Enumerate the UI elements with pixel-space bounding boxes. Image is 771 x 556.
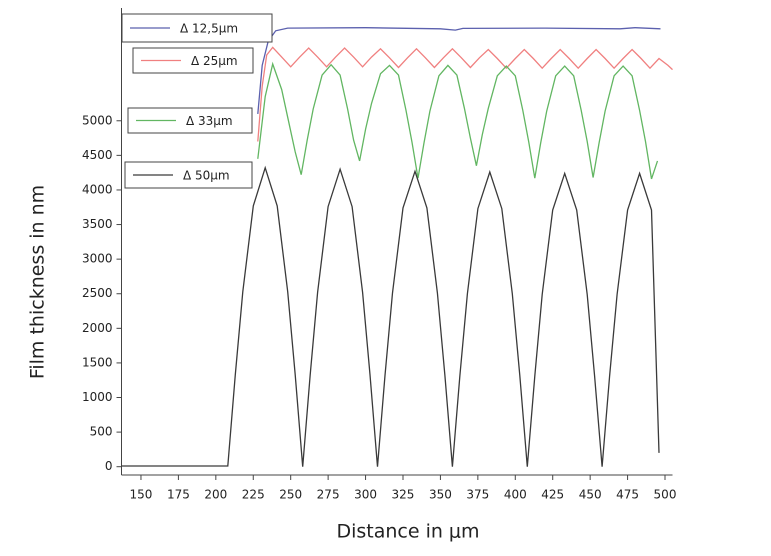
legend-label: Δ 50μm <box>183 169 230 183</box>
series-line <box>121 165 660 467</box>
y-tick-label: 2500 <box>82 286 113 300</box>
x-tick-label: 425 <box>541 488 564 502</box>
x-tick-label: 200 <box>204 488 227 502</box>
x-tick-label: 350 <box>429 488 452 502</box>
x-tick-label: 150 <box>130 488 153 502</box>
x-tick-label: 400 <box>504 488 527 502</box>
legend-item: Δ 25μm <box>132 47 254 74</box>
legend-item: Δ 33μm <box>127 107 253 134</box>
y-tick-label: 4500 <box>82 148 113 162</box>
legend-item: Δ 12,5μm <box>121 13 273 43</box>
x-tick-label: 500 <box>654 488 677 502</box>
legend-label: Δ 25μm <box>191 54 238 68</box>
series-line <box>257 27 661 114</box>
y-tick-label: 1000 <box>82 390 113 404</box>
x-tick-label: 475 <box>616 488 639 502</box>
y-tick-label: 5000 <box>82 113 113 127</box>
x-tick-label: 225 <box>242 488 265 502</box>
series-line <box>257 46 673 142</box>
y-tick-label: 3500 <box>82 217 113 231</box>
x-tick-label: 450 <box>579 488 602 502</box>
series-line <box>257 61 659 180</box>
x-tick-label: 175 <box>167 488 190 502</box>
y-tick-label: 500 <box>90 425 113 439</box>
x-tick-label: 300 <box>354 488 377 502</box>
y-tick-label: 0 <box>105 459 113 473</box>
y-tick-label: 2000 <box>82 321 113 335</box>
y-tick-label: 3000 <box>82 252 113 266</box>
legend-label: Δ 12,5μm <box>180 22 238 36</box>
y-axis-title: Film thickness in nm <box>27 185 49 379</box>
x-tick-label: 325 <box>392 488 415 502</box>
x-tick-label: 275 <box>317 488 340 502</box>
x-tick-label: 250 <box>279 488 302 502</box>
x-tick-label: 375 <box>466 488 489 502</box>
legend-label: Δ 33μm <box>186 114 233 128</box>
y-tick-label: 1500 <box>82 355 113 369</box>
y-tick-label: 4000 <box>82 182 113 196</box>
legend-item: Δ 50μm <box>124 161 253 189</box>
x-axis-title: Distance in μm <box>336 521 479 543</box>
